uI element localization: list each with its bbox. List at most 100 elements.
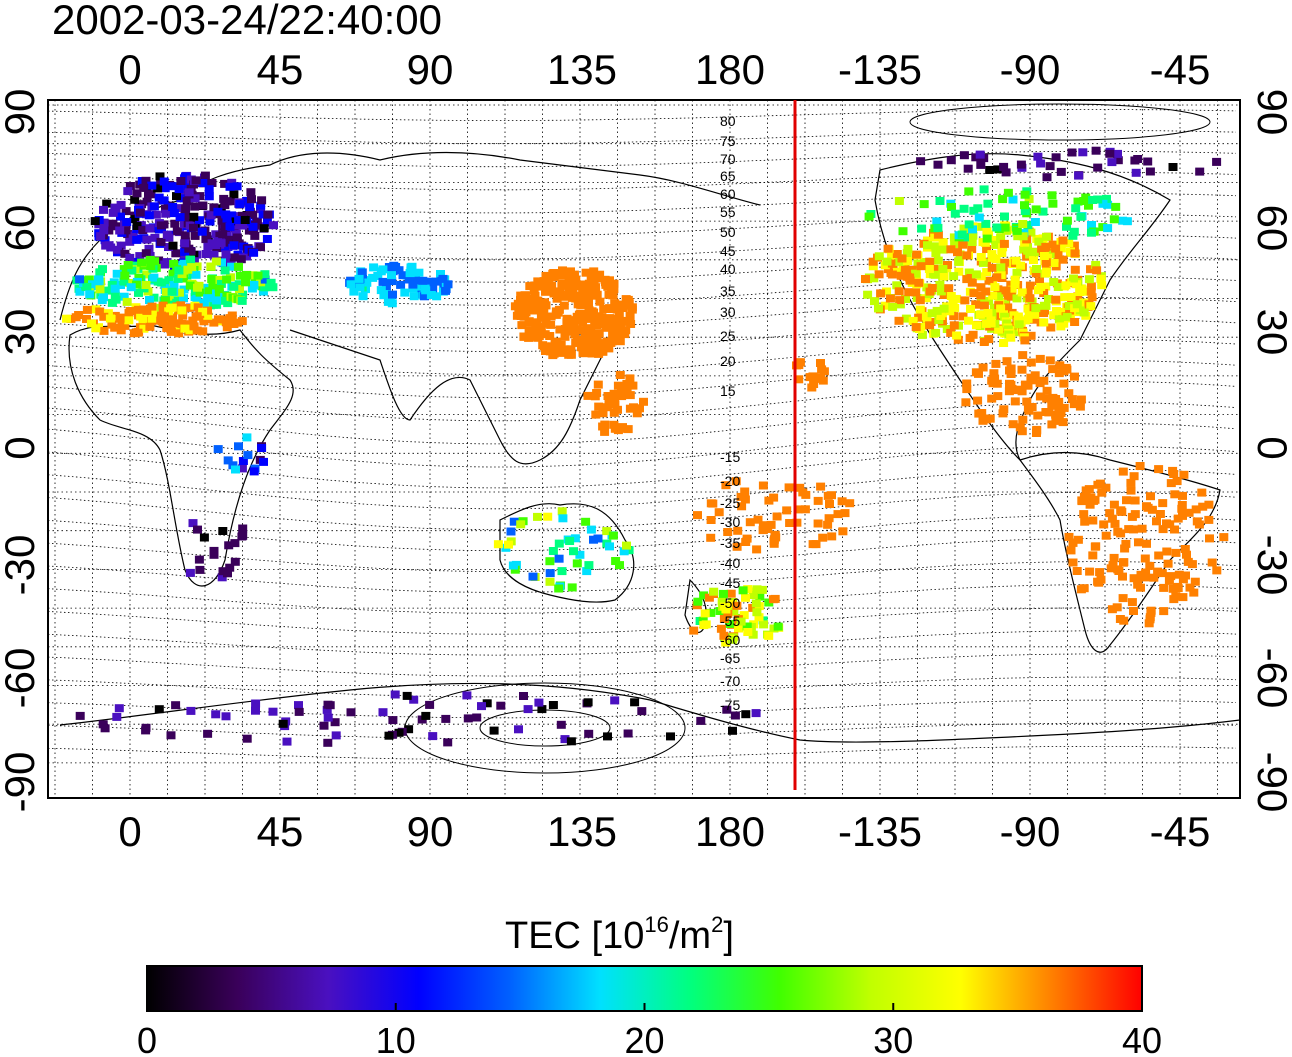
tec-cell-samerica [1129, 472, 1139, 481]
tec-data-cells [62, 146, 1229, 747]
tec-cell-europe [236, 255, 246, 264]
tec-cell-pacific [758, 526, 768, 535]
tec-cell-europe [75, 287, 85, 296]
tec-cell-namerica [892, 281, 902, 290]
tec-cell-europe [249, 248, 259, 257]
tec-cell-namerica [919, 200, 929, 209]
tec-cell-namerica [946, 292, 956, 300]
tec-cell-africa [243, 451, 253, 460]
tec-cell-antarctica [463, 714, 473, 723]
tec-cell-namerica [944, 284, 954, 293]
tec-cell-europe [195, 192, 205, 201]
tec-cell-samerica [1081, 486, 1091, 495]
tec-cell-asia [620, 317, 630, 326]
tec-cell-namerica [882, 287, 891, 296]
tec-cell-europe [209, 203, 219, 212]
tec-cell-pacific [700, 609, 710, 618]
tec-cell-namerica [1041, 258, 1051, 267]
tec-cell-europe [163, 281, 173, 290]
tec-cell-pacific [736, 492, 746, 501]
tec-cell-asia [615, 330, 625, 339]
tec-cell-samerica [1120, 544, 1130, 553]
tec-cell-namerica [1088, 196, 1098, 204]
tec-cell-europe [234, 262, 243, 271]
tec-cell-samerica [1145, 561, 1155, 570]
tec-cell-samerica [1189, 588, 1199, 597]
tec-cell-antarctica [728, 726, 737, 735]
tec-cell-asia [388, 290, 397, 299]
tec-cell-namerica [974, 213, 984, 222]
tec-cell-namerica [932, 306, 942, 315]
tec-cell-asia [582, 298, 592, 307]
tec-cell-europe [179, 294, 188, 303]
contour-ellipse-north [909, 103, 1211, 141]
tec-cell-namerica [952, 331, 962, 340]
tec-cell-australia [543, 512, 553, 521]
tec-cell-namerica [915, 305, 925, 314]
tec-cell-antarctica [211, 710, 221, 719]
tec-cell-namerica [1052, 307, 1061, 315]
tec-cell-namerica [1024, 406, 1034, 415]
tec-cell-europe [176, 177, 186, 185]
tec-cell-europe [205, 287, 215, 296]
tec-cell-pacific [816, 359, 825, 367]
tec-cell-africa [218, 567, 228, 576]
tec-cell-namerica [990, 374, 1000, 383]
tec-cell-africa [237, 532, 247, 541]
tec-cell-namerica [958, 312, 968, 321]
tec-cell-namerica [1049, 278, 1059, 286]
tec-cell-asia [404, 275, 414, 284]
tec-cell-europe [127, 266, 137, 275]
tec-cell-namerica [863, 290, 873, 299]
tec-cell-pacific [794, 375, 804, 384]
tec-cell-antarctica [294, 707, 304, 716]
contour-label: 40 [720, 261, 736, 277]
tec-cell-samerica [1101, 483, 1111, 492]
tec-cell-europe [187, 263, 197, 272]
tec-cell-europe [181, 204, 191, 213]
tec-cell-australia [570, 534, 580, 543]
contour-label: 45 [720, 243, 736, 259]
tec-cell-namerica [943, 261, 952, 269]
tec-cell-europe [107, 320, 117, 329]
tec-cell-samerica [1127, 512, 1137, 521]
tec-cell-europe [82, 282, 92, 291]
tec-cell-pacific [823, 520, 833, 529]
tec-cell-samerica [1085, 500, 1095, 509]
tec-cell-namerica [1051, 153, 1061, 162]
tec-cell-asia [579, 338, 589, 347]
tec-cell-namerica [998, 195, 1008, 204]
tec-cell-europe [229, 253, 239, 262]
tec-cell-samerica [1105, 509, 1115, 518]
tec-cell-africa [195, 565, 205, 574]
tec-cell-antarctica [603, 732, 612, 741]
tec-cell-pacific [792, 518, 802, 527]
lat-label-left: -90 [0, 752, 43, 813]
tec-cell-europe [147, 307, 157, 316]
tec-cell-pacific [827, 532, 837, 541]
tec-cell-asia [376, 286, 386, 295]
tec-cell-namerica [1003, 303, 1013, 312]
tec-cell-namerica [1074, 171, 1084, 180]
tec-cell-antarctica [278, 719, 288, 728]
tec-cell-namerica [1002, 357, 1012, 366]
tec-cell-namerica [1054, 369, 1064, 378]
tec-cell-samerica [1171, 548, 1181, 557]
tec-cell-europe [128, 231, 138, 240]
tec-cell-europe [130, 195, 140, 204]
tec-cell-namerica [1133, 155, 1143, 163]
tec-cell-europe [216, 296, 226, 305]
contour-label: 80 [720, 113, 736, 129]
tec-cell-europe [216, 279, 226, 288]
tec-cell-africa [230, 557, 240, 566]
tec-cell-pacific [818, 533, 828, 542]
tec-cell-antarctica [751, 709, 761, 718]
tec-cell-europe [232, 182, 242, 191]
tec-cell-namerica [933, 230, 943, 239]
tec-cell-namerica [999, 162, 1009, 171]
tec-cell-samerica [1219, 533, 1229, 542]
tec-cell-australia [586, 525, 596, 534]
tec-cell-asia [560, 325, 570, 333]
tec-cell-samerica [1135, 462, 1145, 470]
tec-cell-samerica [1178, 593, 1188, 602]
